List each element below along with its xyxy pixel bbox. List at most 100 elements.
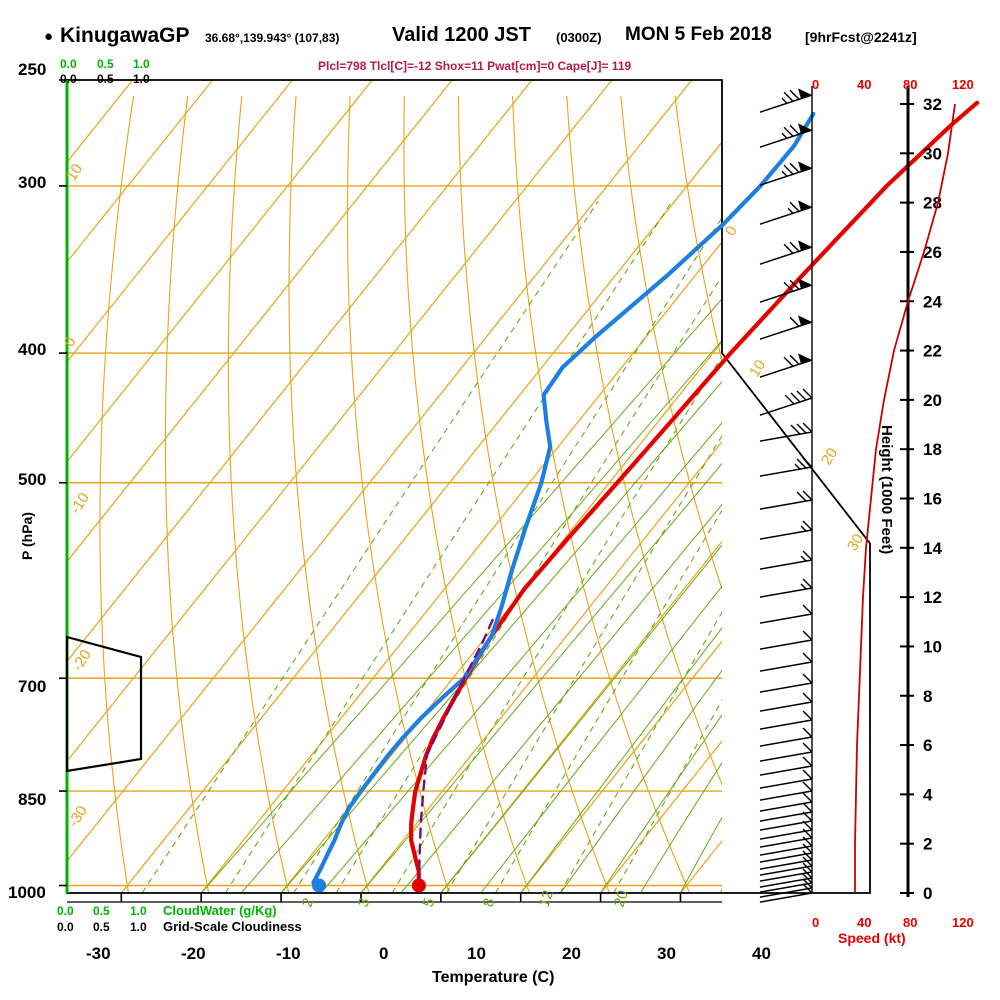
cloudiness-axis-label: Grid-Scale Cloudiness: [163, 919, 302, 934]
pressure-axis-label: P (hPa): [19, 512, 35, 560]
isotherm--90: [67, 80, 293, 363]
valid-time-utc: (0300Z): [556, 30, 602, 45]
speed-tick-top-120: 120: [952, 77, 974, 92]
grid-scale-cloudiness: [65, 635, 143, 773]
dry-adiabat--20: [164, 95, 210, 893]
moist-adiabat-5: [400, 503, 722, 893]
wind-barb: [759, 878, 813, 898]
dry-adiabat-40: [512, 95, 691, 893]
cloudiness-top-tick-1: 0.5: [97, 72, 114, 86]
dry-adiabat-30: [457, 95, 611, 893]
isotherm-30: [600, 740, 722, 893]
wind-barb: [759, 692, 813, 712]
temperature-tick--10: -10: [276, 944, 301, 963]
wind-barb: [759, 88, 813, 113]
height-axis-label: Height (1000 Feet): [878, 425, 895, 555]
isotherm-label-0: 10: [63, 161, 86, 184]
isotherm-label-4: -30: [65, 803, 91, 830]
speed-axis-label: Speed (kt): [838, 930, 906, 946]
isotherm-20: [520, 640, 722, 893]
mixing-ratio-label-1: 3: [355, 896, 374, 909]
height-tick-label-18: 18: [923, 440, 942, 459]
temperature-tick-0: 0: [379, 944, 389, 963]
mixing-ratio-label-2: 5: [420, 896, 439, 909]
cloudwater-bottom-tick-2: 1.0: [130, 904, 147, 918]
moist-adiabat--10: [280, 380, 722, 893]
moist-adiabat-0: [360, 462, 722, 893]
moist-adiabat-55: [800, 87, 1000, 893]
mixing-ratio-30: [613, 699, 722, 893]
pressure-tick-400: 400: [18, 340, 47, 359]
wind-barb: [759, 550, 813, 570]
moist-adiabat-15: [480, 585, 722, 893]
wind-barb: [759, 742, 813, 762]
height-tick-label-6: 6: [923, 736, 932, 755]
wind-barb: [759, 578, 813, 598]
mixing-ratio-8: [446, 434, 722, 893]
series-temperature-curve: [409, 100, 980, 888]
height-tick-label-22: 22: [923, 342, 942, 361]
wind-barb: [759, 811, 813, 831]
cloudiness-top-tick-0: 0.0: [60, 72, 77, 86]
moist-adiabat--15: [240, 339, 722, 893]
wind-barb: [759, 850, 813, 870]
isotherm--70: [67, 80, 453, 563]
moist-adiabat-40: [680, 816, 722, 893]
valid-time: Valid 1200 JST: [392, 24, 531, 46]
isotherm-label-7: 20: [818, 445, 841, 468]
isotherm--10: [280, 340, 722, 893]
dry-adiabat-60: [620, 95, 722, 591]
mixing-ratio-12: [495, 509, 722, 893]
isotherm-label-6: 10: [746, 357, 769, 380]
cloudiness-bottom-tick-0: 0.0: [57, 920, 74, 934]
wind-barb: [759, 802, 813, 822]
isotherm-label-1: 0: [61, 334, 80, 350]
wind-barb: [759, 388, 813, 416]
pressure-tick-1000: 1000: [8, 883, 46, 902]
speed-tick-top-40: 40: [857, 77, 872, 92]
wind-barb: [759, 836, 813, 856]
mixing-ratio-label-3: 8: [480, 896, 499, 909]
surface-dewpoint-dot: [312, 878, 327, 893]
height-tick-label-26: 26: [923, 243, 942, 262]
moist-adiabat-30: [600, 714, 722, 893]
series-parcel-path-curve: [417, 615, 496, 887]
wind-barb: [759, 604, 813, 624]
wind-barb: [759, 769, 813, 789]
wind-barb: [759, 161, 813, 186]
height-tick-label-14: 14: [923, 539, 942, 558]
wind-barb: [759, 457, 813, 477]
moist-adiabat-45: [719, 888, 722, 893]
wind-barb: [759, 123, 813, 148]
speed-tick-bottom-0: 0: [812, 915, 820, 930]
station-marker-icon: ●: [44, 28, 54, 45]
temperature-tick-40: 40: [752, 944, 771, 963]
wind-barb: [759, 727, 813, 747]
mixing-ratio-3: [335, 275, 722, 893]
speed-tick-bottom-40: 40: [857, 915, 872, 930]
pressure-tick-700: 700: [18, 677, 47, 696]
height-tick-label-30: 30: [923, 144, 942, 163]
wind-barb: [759, 781, 813, 801]
dry-adiabat--10: [227, 95, 290, 893]
height-tick-label-24: 24: [923, 292, 942, 311]
wind-barb: [759, 756, 813, 776]
height-tick-label-32: 32: [923, 95, 942, 114]
dry-adiabat--30: [99, 95, 135, 893]
isotherm-10: [440, 540, 722, 893]
cloudwater-top-tick-0: 0.0: [60, 57, 77, 71]
station-coordinates: 36.68°,139.943° (107,83): [205, 31, 340, 45]
moist-adiabat-35: [640, 761, 722, 893]
isotherm--30: [120, 141, 722, 893]
wind-barb: [759, 278, 813, 303]
cloudiness-top-tick-2: 1.0: [133, 72, 150, 86]
dry-adiabat-120: [946, 96, 1000, 893]
height-tick-label-2: 2: [923, 835, 932, 854]
isotherm-label-5: 0: [722, 223, 741, 239]
wind-barb: [759, 843, 813, 863]
mixing-ratio-20: [559, 611, 722, 893]
isotherm--100: [67, 80, 214, 263]
mixing-ratio-label-5: 20: [611, 888, 632, 909]
wind-barb: [759, 820, 813, 840]
isotherm-0: [360, 440, 722, 893]
